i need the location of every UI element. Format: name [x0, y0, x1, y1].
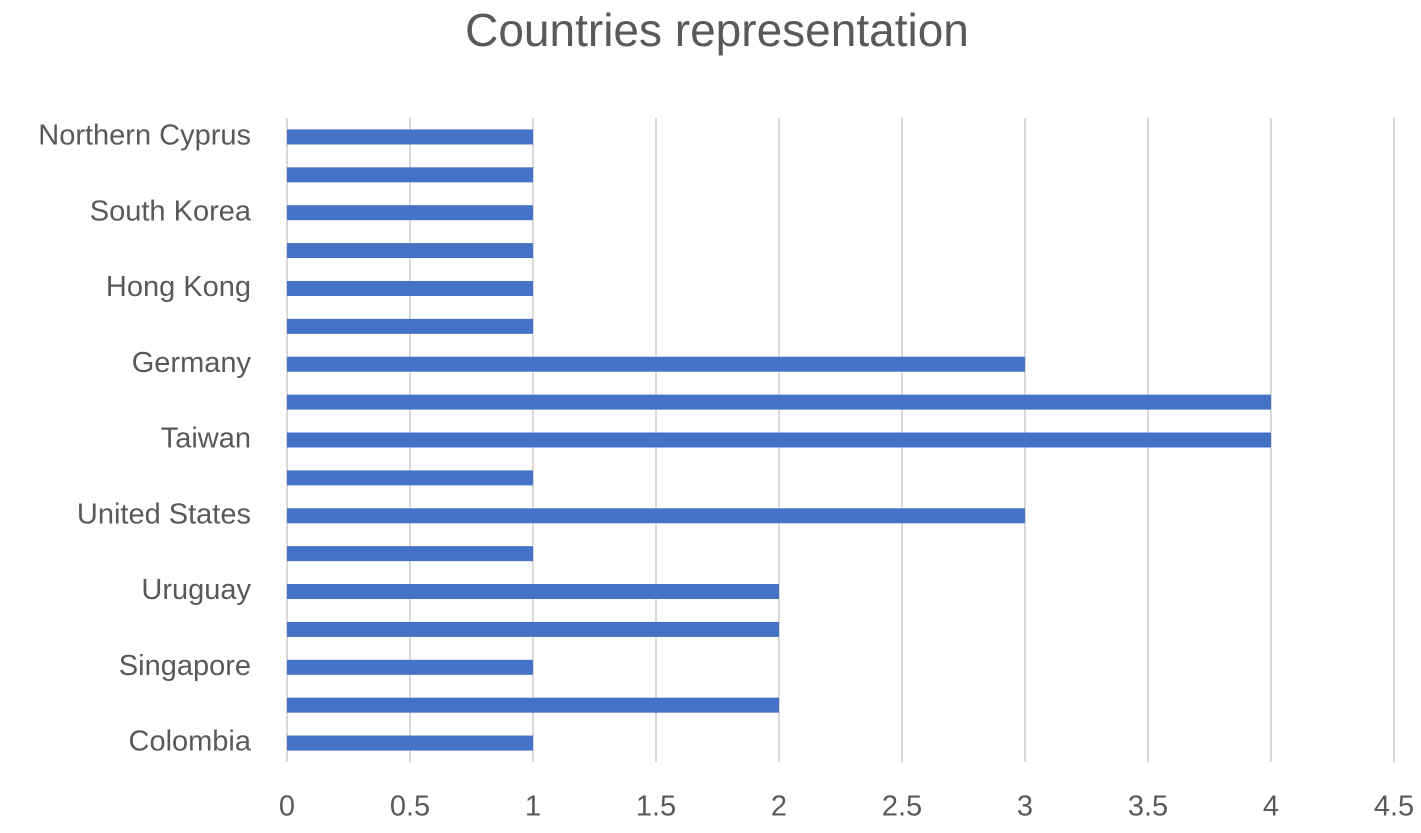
bar [287, 508, 1025, 524]
bar [287, 243, 533, 259]
bar [287, 318, 533, 334]
bar [287, 546, 533, 562]
x-tick-label: 2.5 [882, 791, 922, 823]
bar [287, 280, 533, 296]
x-tick-label: 3 [1017, 791, 1033, 823]
x-tick-label: 1.5 [636, 791, 676, 823]
bar [287, 129, 533, 145]
x-tick-label: 3.5 [1128, 791, 1168, 823]
y-tick-label: Uruguay [141, 574, 251, 606]
y-tick-label: United States [77, 498, 251, 530]
y-tick-label: South Korea [90, 195, 252, 227]
y-tick-label: Colombia [129, 726, 252, 758]
bar [287, 659, 533, 675]
x-tick-label: 2 [771, 791, 787, 823]
bar [287, 167, 533, 183]
bar [287, 470, 533, 486]
bar [287, 697, 779, 713]
bar [287, 584, 779, 600]
bar [287, 394, 1271, 410]
y-tick-label: Germany [132, 347, 252, 379]
y-tick-label: Hong Kong [106, 271, 251, 303]
bar [287, 432, 1271, 448]
y-tick-label: Northern Cyprus [38, 120, 251, 152]
y-tick-label: Taiwan [161, 423, 251, 455]
bar [287, 205, 533, 221]
x-tick-label: 0 [279, 791, 295, 823]
chart-title: Countries representation [465, 4, 969, 56]
x-tick-label: 4 [1263, 791, 1279, 823]
bar [287, 356, 1025, 372]
bar [287, 735, 533, 751]
y-tick-label: Singapore [119, 650, 251, 682]
x-tick-label: 0.5 [390, 791, 430, 823]
x-tick-label: 4.5 [1374, 791, 1414, 823]
x-tick-label: 1 [525, 791, 541, 823]
bar [287, 621, 779, 637]
